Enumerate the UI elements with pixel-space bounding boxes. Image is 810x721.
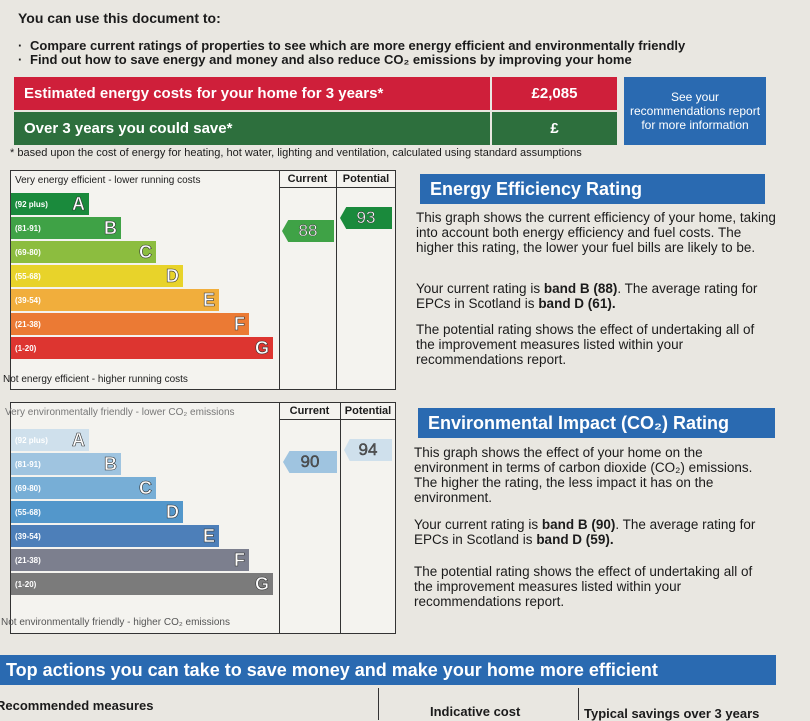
energy-potential-header: Potential (342, 173, 390, 185)
environment-current-arrow: 90 (283, 451, 337, 473)
top-actions-heading: Top actions you can take to save money a… (0, 655, 776, 685)
environment-band-letter: E (202, 525, 216, 546)
energy-current-arrow: 88 (282, 220, 334, 242)
energy-efficiency-chart: Very energy efficient - lower running co… (3, 170, 396, 390)
energy-bottom-caption: Not energy efficient - higher running co… (3, 374, 188, 385)
environment-band-range: (81-91) (15, 459, 41, 469)
intro-bullet-2: · Find out how to save energy and money a… (18, 52, 632, 67)
energy-band-letter: D (166, 265, 180, 286)
environment-band-range: (92 plus) (15, 435, 48, 445)
environment-band-letter: B (104, 453, 118, 474)
energy-band-letter: C (139, 241, 153, 262)
environment-band-range: (21-38) (15, 555, 41, 565)
energy-band-letter: G (254, 337, 270, 358)
energy-band-d: (55-68) D (11, 265, 183, 287)
energy-para-2: Your current rating is band B (88). The … (416, 281, 758, 311)
environment-para-1: This graph shows the effect of your home… (414, 445, 753, 505)
energy-para-1: This graph shows the current efficiency … (416, 210, 776, 255)
indicative-cost-header: Indicative cost (430, 704, 521, 719)
could-save-value: £ (490, 112, 617, 145)
could-save-label: Over 3 years you could save* (14, 112, 490, 145)
environment-bottom-caption: Not environmentally friendly - higher CO… (1, 617, 230, 628)
environment-band-g: (1-20) G (11, 573, 273, 595)
environmental-impact-chart: Very environmentally friendly - lower CO… (1, 402, 396, 634)
environment-band-b: (81-91) B (11, 453, 121, 475)
environment-para-2: Your current rating is band B (90). The … (414, 517, 756, 547)
environment-band-d: (55-68) D (11, 501, 183, 523)
environment-potential-header: Potential (344, 405, 392, 417)
environment-band-f: (21-38) F (11, 549, 249, 571)
environment-band-e: (39-54) E (11, 525, 219, 547)
energy-band-range: (69-80) (15, 247, 41, 257)
typical-savings-header: Typical savings over 3 years (584, 706, 760, 721)
energy-band-a: (92 plus) A (11, 193, 89, 215)
costs-footnote: * based upon the cost of energy for heat… (10, 147, 582, 159)
energy-top-caption: Very energy efficient - lower running co… (15, 175, 201, 186)
energy-band-range: (55-68) (15, 271, 41, 281)
energy-costs-table: Estimated energy costs for your home for… (14, 77, 764, 145)
environment-band-c: (69-80) C (11, 477, 156, 499)
energy-band-letter: F (234, 313, 246, 334)
energy-band-e: (39-54) E (11, 289, 219, 311)
environment-para-3: The potential rating shows the effect of… (414, 564, 753, 609)
energy-band-range: (81-91) (15, 223, 41, 233)
intro-title: You can use this document to: (18, 10, 221, 26)
energy-potential-arrow: 93 (340, 207, 392, 229)
environment-band-range: (55-68) (15, 507, 41, 517)
energy-para-3: The potential rating shows the effect of… (416, 322, 755, 367)
environment-band-range: (1-20) (15, 579, 37, 589)
environment-potential-arrow: 94 (344, 439, 392, 461)
environment-band-letter: F (234, 549, 246, 570)
energy-band-g: (1-20) G (11, 337, 273, 359)
energy-band-letter: B (104, 217, 118, 238)
energy-band-b: (81-91) B (11, 217, 121, 239)
energy-band-f: (21-38) F (11, 313, 249, 335)
energy-current-header: Current (287, 173, 328, 185)
environment-band-a: (92 plus) A (11, 429, 89, 451)
energy-band-range: (39-54) (15, 295, 41, 305)
environment-band-letter: G (254, 573, 270, 594)
see-recommendations-box: See your recommendations report for more… (622, 77, 766, 145)
energy-band-letter: E (202, 289, 216, 310)
energy-band-c: (69-80) C (11, 241, 156, 263)
environment-band-letter: D (166, 501, 180, 522)
energy-band-letter: A (72, 193, 86, 214)
environment-top-caption: Very environmentally friendly - lower CO… (5, 407, 235, 418)
environment-band-letter: A (72, 429, 86, 450)
estimated-costs-label: Estimated energy costs for your home for… (14, 77, 490, 110)
environment-band-letter: C (139, 477, 153, 498)
energy-band-range: (1-20) (15, 343, 37, 353)
intro-bullet-1: · Compare current ratings of properties t… (18, 38, 686, 53)
environment-band-range: (39-54) (15, 531, 41, 541)
energy-rating-heading: Energy Efficiency Rating (420, 174, 765, 204)
estimated-costs-value: £2,085 (490, 77, 617, 110)
environment-band-range: (69-80) (15, 483, 41, 493)
environment-rating-heading: Environmental Impact (CO₂) Rating (418, 408, 775, 438)
energy-band-range: (92 plus) (15, 199, 48, 209)
energy-band-range: (21-38) (15, 319, 41, 329)
recommended-measures-header: Recommended measures (0, 698, 154, 713)
environment-current-header: Current (289, 405, 330, 417)
